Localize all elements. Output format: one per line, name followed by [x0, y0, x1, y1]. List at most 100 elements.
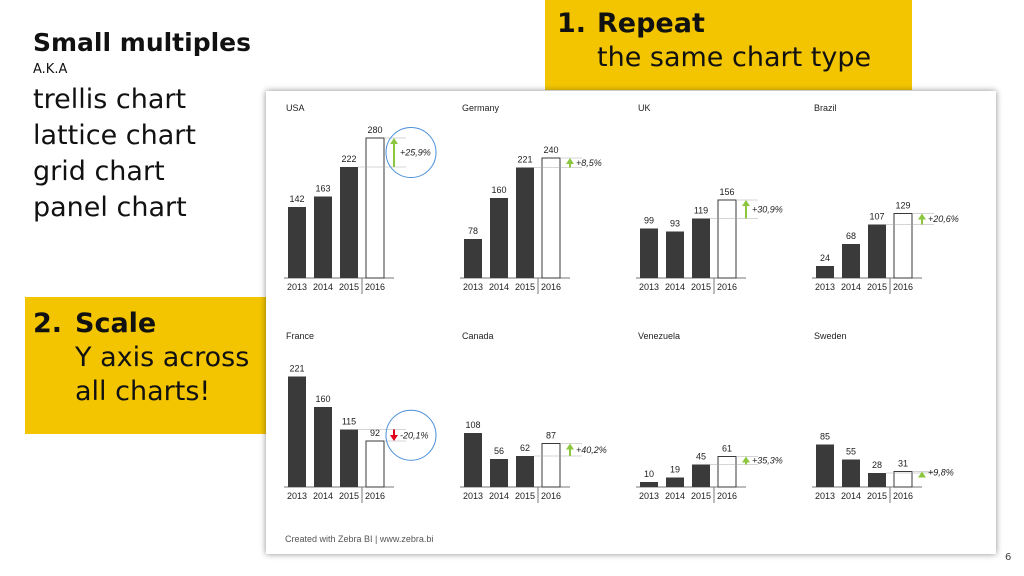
bar	[288, 207, 306, 278]
data-label: 160	[315, 394, 330, 404]
tick-label: 2013	[287, 282, 307, 292]
tick-label: 2016	[365, 491, 385, 501]
data-label: 160	[491, 185, 506, 195]
tick-label: 2016	[717, 282, 737, 292]
bar	[365, 137, 385, 279]
bar	[288, 376, 306, 487]
tick-label: 2014	[665, 491, 685, 501]
data-label: 68	[846, 231, 856, 241]
data-label: 31	[898, 459, 908, 469]
data-label: 142	[289, 194, 304, 204]
chart-title: USA	[286, 103, 305, 113]
variance-label: +30,9%	[752, 204, 783, 214]
bar	[666, 231, 684, 278]
variance-label: +20,6%	[928, 214, 959, 224]
data-label: 163	[315, 184, 330, 194]
data-label: 55	[846, 447, 856, 457]
bar	[340, 429, 358, 487]
data-label: 45	[696, 452, 706, 462]
tick-label: 2014	[489, 491, 509, 501]
chart-title: Germany	[462, 103, 500, 113]
bar	[816, 266, 834, 278]
tick-label: 2015	[515, 491, 535, 501]
data-label: 92	[370, 428, 380, 438]
tick-label: 2016	[893, 491, 913, 501]
data-label: 107	[869, 212, 884, 222]
page-number: 6	[1005, 552, 1012, 563]
data-label: 221	[517, 155, 532, 165]
tick-label: 2015	[867, 491, 887, 501]
callout-heading: Repeat	[597, 8, 705, 39]
data-label: 240	[543, 145, 558, 155]
bar	[816, 444, 834, 487]
bar	[516, 456, 534, 487]
data-label: 108	[465, 420, 480, 430]
alias-item: trellis chart	[33, 84, 187, 115]
callout-scale: 2. Scale Y axis across all charts!	[25, 297, 270, 434]
bar	[516, 167, 534, 278]
tick-label: 2015	[339, 282, 359, 292]
tick-label: 2015	[339, 491, 359, 501]
bar	[490, 459, 508, 487]
data-label: 119	[694, 206, 708, 216]
data-label: 115	[342, 417, 356, 427]
aka-label: A.K.A	[33, 62, 68, 77]
tick-label: 2014	[313, 491, 333, 501]
bar	[490, 198, 508, 278]
tick-label: 2015	[691, 282, 711, 292]
data-label: 61	[722, 444, 732, 454]
data-label: 62	[520, 443, 530, 453]
slide-title: Small multiples	[33, 28, 252, 57]
bar	[842, 244, 860, 278]
data-label: 222	[341, 154, 356, 164]
tick-label: 2013	[463, 491, 483, 501]
tick-label: 2013	[639, 491, 659, 501]
data-label: 156	[719, 187, 734, 197]
variance-label: +8,5%	[576, 158, 602, 168]
bar	[692, 464, 710, 487]
tick-label: 2015	[691, 491, 711, 501]
bar	[893, 471, 913, 488]
tick-label: 2016	[541, 491, 561, 501]
arrow-up-icon	[742, 200, 750, 206]
highlight-circle	[385, 409, 437, 461]
data-label: 221	[289, 364, 304, 374]
callout-number: 1.	[557, 8, 587, 39]
tick-label: 2016	[717, 491, 737, 501]
tick-label: 2015	[515, 282, 535, 292]
tick-label: 2014	[313, 282, 333, 292]
arrow-up-icon	[918, 471, 926, 478]
arrow-down-icon	[390, 435, 398, 441]
tick-label: 2014	[841, 282, 861, 292]
data-label: 99	[644, 216, 654, 226]
chart-title: UK	[638, 103, 651, 113]
bar	[464, 239, 482, 278]
tick-label: 2016	[541, 282, 561, 292]
bar	[541, 157, 561, 279]
variance-label: +25,9%	[400, 148, 431, 158]
chart-title: France	[286, 331, 314, 341]
tick-label: 2013	[287, 491, 307, 501]
data-label: 93	[670, 219, 680, 229]
alias-item: grid chart	[33, 156, 165, 187]
data-label: 78	[468, 226, 478, 236]
tick-label: 2013	[463, 282, 483, 292]
bar	[340, 167, 358, 278]
chart-title: Brazil	[814, 103, 837, 113]
data-label: 24	[820, 253, 830, 263]
tick-label: 2013	[639, 282, 659, 292]
bar	[717, 456, 737, 488]
bar	[464, 433, 482, 487]
alias-item: panel chart	[33, 192, 187, 223]
data-label: 280	[367, 125, 382, 135]
credit-text: Created with Zebra BI | www.zebra.bi	[285, 534, 434, 544]
callout-repeat: 1. Repeat the same chart type	[545, 0, 912, 90]
variance-label: +9,8%	[928, 467, 954, 477]
data-label: 28	[872, 460, 882, 470]
tick-label: 2013	[815, 282, 835, 292]
alias-item: lattice chart	[33, 120, 196, 151]
tick-label: 2016	[893, 282, 913, 292]
small-multiples-charts: USA 142 2013 163 2014 222 2015 280 2016 +25,9% Ger…	[284, 103, 959, 503]
bar	[842, 459, 860, 487]
data-label: 87	[546, 431, 556, 441]
